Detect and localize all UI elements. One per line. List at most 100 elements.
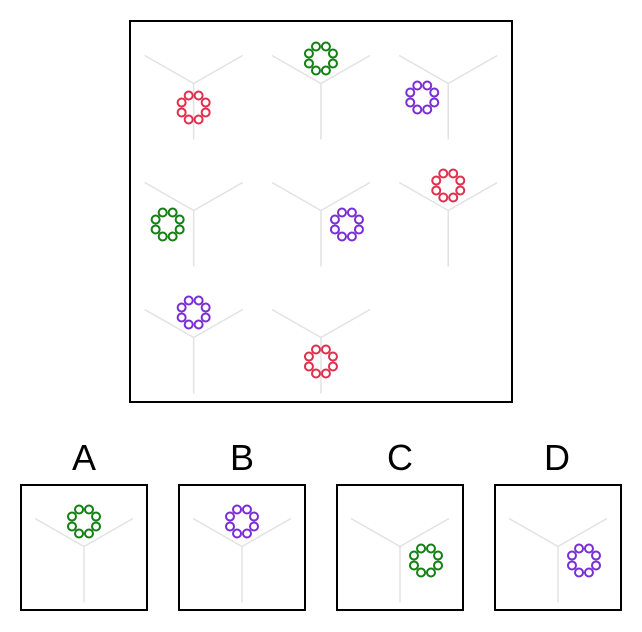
option-a[interactable]: A <box>20 437 148 611</box>
ring-dot <box>310 41 321 52</box>
ring-dot <box>74 528 85 539</box>
ring-dot <box>200 107 211 118</box>
ring-dot <box>422 104 433 115</box>
option-b[interactable]: B <box>178 437 306 611</box>
option-d[interactable]: D <box>494 437 622 611</box>
ring-dot <box>183 295 194 306</box>
ring-dot <box>425 567 436 578</box>
ring-dot <box>66 521 77 532</box>
ring-dot <box>157 231 168 242</box>
ring-dot <box>167 207 178 218</box>
cell-r0c0-y-lines-icon <box>144 54 244 140</box>
ring-dot <box>83 504 94 515</box>
grid-cell <box>271 41 371 140</box>
ring-dot <box>566 550 577 561</box>
ring-dot <box>83 528 94 539</box>
ring-dot <box>193 295 204 306</box>
ring-dot <box>200 97 211 108</box>
ring-dot <box>416 543 427 554</box>
ring-dot <box>91 521 102 532</box>
ring-dot <box>150 214 161 225</box>
ring-dot <box>224 521 235 532</box>
ring-dot <box>353 214 364 225</box>
ring-dot <box>232 528 243 539</box>
ring-dot <box>429 97 440 108</box>
option-b-ring-icon <box>224 504 260 539</box>
option-c-y-lines-icon <box>350 517 450 603</box>
ring-dot <box>303 351 314 362</box>
option-c-ring-icon <box>408 543 444 578</box>
ring-dot <box>438 168 449 179</box>
ring-dot <box>433 550 444 561</box>
cell-r1c0-y-lines-icon <box>144 181 244 267</box>
cell-r0c2-y-lines-icon <box>398 54 498 140</box>
ring-dot <box>193 114 204 125</box>
ring-dot <box>574 567 585 578</box>
ring-dot <box>320 65 331 76</box>
ring-dot <box>336 207 347 218</box>
ring-dot <box>310 65 321 76</box>
ring-dot <box>74 504 85 515</box>
option-label-b: B <box>230 437 254 478</box>
ring-dot <box>327 351 338 362</box>
grid-cell <box>398 168 498 267</box>
ring-dot <box>241 528 252 539</box>
option-label-c: C <box>387 437 413 478</box>
option-label-d: D <box>544 437 570 478</box>
answer-options: A B C D <box>20 437 622 611</box>
ring-dot <box>200 312 211 323</box>
ring-dot <box>310 344 321 355</box>
option-b-y-lines-icon <box>192 517 292 603</box>
cell-r2c1-y-lines-icon <box>271 308 371 394</box>
ring-dot <box>66 511 77 522</box>
ring-dot <box>157 207 168 218</box>
ring-dot <box>412 104 423 115</box>
grid-cell <box>144 181 244 267</box>
ring-dot <box>174 214 185 225</box>
ring-dot <box>310 368 321 379</box>
ring-dot <box>91 511 102 522</box>
ring-dot <box>183 319 194 330</box>
ring-dot <box>448 168 459 179</box>
ring-dot <box>193 90 204 101</box>
option-c-figure <box>350 517 450 603</box>
ring-dot <box>438 192 449 203</box>
option-b-figure <box>192 504 292 603</box>
ring-dot <box>431 175 442 186</box>
ring-dot <box>327 48 338 59</box>
cell-r1c2-ring-icon <box>431 168 466 203</box>
ring-dot <box>422 80 433 91</box>
ring-dot <box>329 224 340 235</box>
cell-r2c1-ring-icon <box>303 344 338 379</box>
ring-dot <box>176 107 187 118</box>
option-d-ring-icon <box>566 543 602 578</box>
ring-dot <box>176 302 187 313</box>
cell-r2c0-y-lines-icon <box>144 308 244 394</box>
ring-dot <box>429 87 440 98</box>
ring-dot <box>405 87 416 98</box>
cell-r1c1-y-lines-icon <box>271 181 371 267</box>
ring-dot <box>241 504 252 515</box>
ring-dot <box>167 231 178 242</box>
cell-r0c1-y-lines-icon <box>271 54 371 140</box>
option-c[interactable]: C <box>336 437 464 611</box>
ring-dot <box>425 543 436 554</box>
ring-dot <box>224 511 235 522</box>
cell-r1c2-y-lines-icon <box>398 181 498 267</box>
ring-dot <box>591 550 602 561</box>
ring-dot <box>327 361 338 372</box>
option-d-y-lines-icon <box>508 517 608 603</box>
ring-dot <box>583 543 594 554</box>
ring-dot <box>455 185 466 196</box>
grid-cell <box>144 295 244 394</box>
ring-dot <box>320 41 331 52</box>
grid-cell <box>398 54 498 140</box>
cell-r0c1-ring-icon <box>303 41 338 76</box>
ring-dot <box>249 511 260 522</box>
option-d-figure <box>508 517 608 603</box>
ring-dot <box>320 368 331 379</box>
ring-dot <box>183 90 194 101</box>
option-a-figure <box>34 504 134 603</box>
ring-dot <box>176 312 187 323</box>
